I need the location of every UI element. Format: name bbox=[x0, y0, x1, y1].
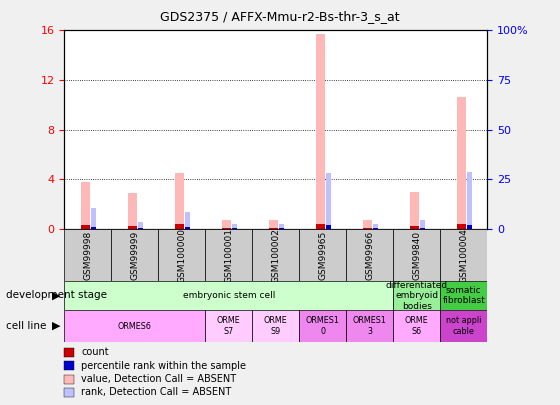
Bar bbox=[138, 228, 143, 229]
Bar bbox=[64, 229, 111, 281]
Bar bbox=[175, 224, 184, 229]
Bar bbox=[466, 225, 472, 229]
Bar bbox=[81, 182, 90, 229]
Bar bbox=[410, 226, 419, 229]
Bar bbox=[91, 208, 96, 229]
Bar bbox=[128, 193, 137, 229]
Bar bbox=[393, 229, 440, 281]
Text: ORME
S9: ORME S9 bbox=[264, 316, 288, 336]
Text: GSM100001: GSM100001 bbox=[225, 228, 234, 283]
Bar bbox=[325, 173, 331, 229]
Bar bbox=[279, 224, 284, 229]
Text: GSM100002: GSM100002 bbox=[271, 228, 281, 283]
Bar bbox=[466, 172, 472, 229]
Bar bbox=[253, 229, 299, 281]
Bar bbox=[269, 228, 278, 229]
Bar bbox=[232, 224, 237, 229]
Text: somatic
fibroblast: somatic fibroblast bbox=[442, 286, 485, 305]
Text: differentiated
embryoid
bodies: differentiated embryoid bodies bbox=[386, 281, 448, 311]
Text: GSM100000: GSM100000 bbox=[178, 228, 186, 283]
Bar bbox=[346, 310, 393, 342]
Text: cell line: cell line bbox=[6, 321, 46, 331]
Bar bbox=[457, 97, 465, 229]
Bar bbox=[440, 281, 487, 310]
Text: ORMES1
0: ORMES1 0 bbox=[306, 316, 340, 336]
Text: ORME
S7: ORME S7 bbox=[217, 316, 241, 336]
Bar bbox=[325, 225, 331, 229]
Bar bbox=[419, 228, 425, 229]
Bar bbox=[175, 173, 184, 229]
Text: ORMES1
3: ORMES1 3 bbox=[353, 316, 387, 336]
Text: percentile rank within the sample: percentile rank within the sample bbox=[81, 361, 246, 371]
Text: GSM99965: GSM99965 bbox=[318, 230, 327, 280]
Bar bbox=[346, 229, 393, 281]
Text: ORMES6: ORMES6 bbox=[118, 322, 152, 330]
Bar bbox=[138, 222, 143, 229]
Bar bbox=[419, 220, 425, 229]
Bar bbox=[64, 310, 206, 342]
Text: GSM100004: GSM100004 bbox=[459, 228, 468, 283]
Bar bbox=[440, 229, 487, 281]
Bar bbox=[410, 192, 419, 229]
Bar bbox=[393, 310, 440, 342]
Bar bbox=[185, 228, 190, 229]
Text: ORME
S6: ORME S6 bbox=[405, 316, 428, 336]
Bar bbox=[222, 220, 231, 229]
Bar bbox=[206, 229, 253, 281]
Text: rank, Detection Call = ABSENT: rank, Detection Call = ABSENT bbox=[81, 388, 231, 397]
Bar bbox=[393, 281, 440, 310]
Bar bbox=[316, 34, 325, 229]
Bar bbox=[253, 310, 299, 342]
Bar bbox=[316, 224, 325, 229]
Bar bbox=[128, 226, 137, 229]
Bar bbox=[158, 229, 206, 281]
Bar bbox=[372, 224, 378, 229]
Text: GSM99966: GSM99966 bbox=[365, 230, 374, 280]
Bar bbox=[299, 229, 346, 281]
Bar bbox=[185, 212, 190, 229]
Text: count: count bbox=[81, 347, 109, 357]
Bar bbox=[222, 228, 231, 229]
Text: embryonic stem cell: embryonic stem cell bbox=[183, 291, 275, 300]
Text: not appli
cable: not appli cable bbox=[446, 316, 482, 336]
Bar bbox=[269, 220, 278, 229]
Bar bbox=[91, 227, 96, 229]
Text: GSM99840: GSM99840 bbox=[412, 230, 421, 280]
Bar bbox=[206, 310, 253, 342]
Text: GDS2375 / AFFX-Mmu-r2-Bs-thr-3_s_at: GDS2375 / AFFX-Mmu-r2-Bs-thr-3_s_at bbox=[160, 10, 400, 23]
Bar bbox=[299, 310, 346, 342]
Bar bbox=[64, 281, 393, 310]
Text: development stage: development stage bbox=[6, 290, 106, 300]
Bar bbox=[81, 225, 90, 229]
Bar bbox=[111, 229, 158, 281]
Bar bbox=[363, 228, 372, 229]
Bar bbox=[457, 224, 465, 229]
Text: ▶: ▶ bbox=[52, 290, 60, 300]
Bar bbox=[440, 310, 487, 342]
Text: GSM99999: GSM99999 bbox=[130, 230, 139, 280]
Text: ▶: ▶ bbox=[52, 321, 60, 331]
Text: GSM99998: GSM99998 bbox=[83, 230, 92, 280]
Bar bbox=[363, 220, 372, 229]
Text: value, Detection Call = ABSENT: value, Detection Call = ABSENT bbox=[81, 374, 236, 384]
